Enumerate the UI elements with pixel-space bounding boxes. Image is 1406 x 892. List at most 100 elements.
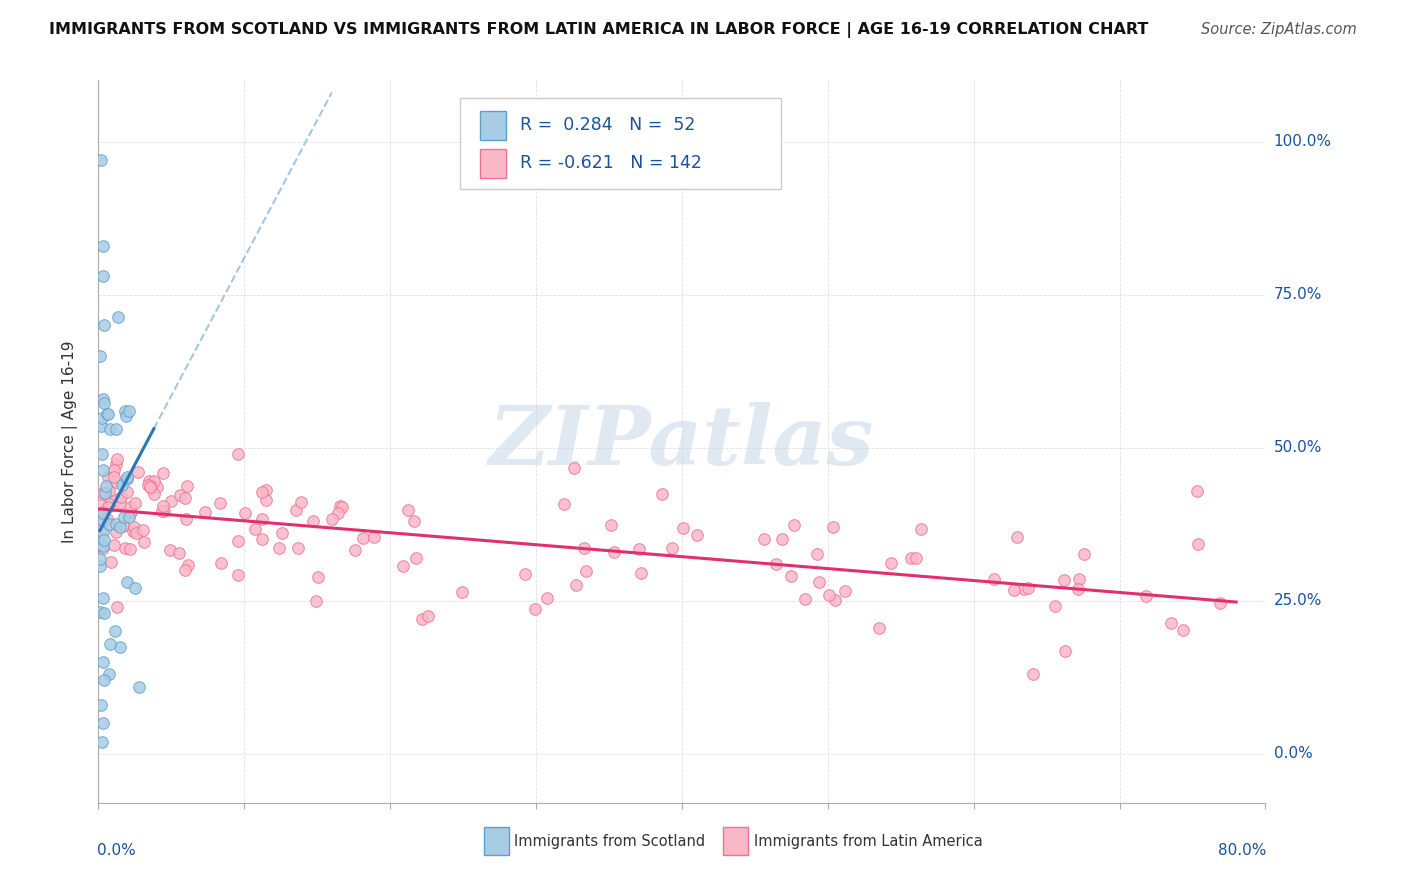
Point — [94, 485, 117, 500]
Point — [793, 591, 815, 606]
Point — [553, 497, 575, 511]
Point — [177, 558, 200, 572]
Point — [93, 533, 115, 548]
Point — [103, 470, 125, 484]
Point — [302, 514, 325, 528]
Point — [91, 269, 114, 284]
Point — [243, 522, 266, 536]
Point — [93, 392, 115, 407]
Point — [97, 497, 120, 511]
Point — [817, 588, 839, 602]
Point — [256, 483, 278, 497]
Point — [396, 503, 419, 517]
Point — [111, 477, 134, 491]
Point — [104, 516, 127, 531]
Point — [90, 734, 112, 748]
Point — [152, 466, 174, 480]
Point — [765, 558, 787, 572]
Point — [1135, 589, 1157, 603]
Point — [90, 523, 112, 537]
Text: Source: ZipAtlas.com: Source: ZipAtlas.com — [1201, 22, 1357, 37]
Point — [96, 407, 118, 421]
Point — [139, 481, 162, 495]
Point — [98, 667, 121, 681]
Point — [104, 492, 127, 507]
Point — [97, 407, 120, 421]
Point — [1185, 483, 1208, 498]
Point — [96, 479, 118, 493]
Point — [139, 479, 162, 493]
Point — [307, 570, 329, 584]
Point — [806, 547, 828, 561]
Point — [104, 475, 127, 489]
Point — [104, 624, 127, 638]
Point — [627, 541, 650, 556]
Point — [110, 490, 132, 504]
Point — [174, 491, 197, 505]
Bar — [479, 149, 506, 178]
Point — [821, 520, 844, 534]
Point — [96, 469, 118, 483]
Point — [89, 558, 111, 573]
Point — [159, 542, 181, 557]
Point — [98, 483, 121, 498]
Point — [91, 238, 114, 252]
Point — [104, 457, 127, 471]
Point — [105, 599, 128, 614]
Point — [900, 551, 922, 566]
Point — [91, 486, 114, 500]
Point — [1073, 547, 1095, 561]
Point — [404, 514, 426, 528]
Point — [110, 496, 132, 510]
Point — [285, 503, 308, 517]
Point — [103, 463, 125, 477]
Point — [117, 470, 139, 484]
Point — [89, 552, 111, 566]
Point — [905, 551, 928, 566]
Point — [93, 524, 115, 539]
Point — [142, 474, 165, 488]
Point — [108, 640, 131, 654]
Point — [783, 518, 806, 533]
Point — [575, 564, 598, 578]
Point — [124, 496, 146, 510]
Point — [115, 575, 138, 590]
Point — [344, 542, 367, 557]
Point — [363, 530, 385, 544]
Point — [562, 461, 585, 475]
Point — [290, 495, 312, 509]
Point — [880, 556, 903, 570]
Point — [118, 404, 141, 418]
Point — [134, 535, 156, 549]
Point — [1067, 582, 1090, 596]
Point — [411, 611, 433, 625]
Point — [107, 310, 129, 325]
Point — [93, 591, 115, 605]
Point — [1005, 530, 1028, 544]
Point — [90, 698, 112, 712]
Point — [91, 539, 114, 553]
Point — [90, 498, 112, 512]
Point — [143, 486, 166, 500]
Point — [254, 492, 277, 507]
Point — [98, 422, 121, 436]
Point — [1002, 583, 1025, 598]
Point — [91, 513, 114, 527]
Point — [226, 567, 249, 582]
Point — [93, 396, 115, 410]
Point — [1053, 573, 1076, 587]
Point — [834, 584, 856, 599]
Text: 25.0%: 25.0% — [1274, 593, 1322, 608]
Point — [1045, 599, 1067, 614]
Point — [97, 516, 120, 531]
Text: 80.0%: 80.0% — [1218, 843, 1267, 857]
Point — [1054, 644, 1077, 658]
Point — [90, 447, 112, 461]
Point — [824, 593, 846, 607]
Text: 0.0%: 0.0% — [97, 843, 136, 857]
Point — [104, 422, 127, 436]
Point — [780, 569, 803, 583]
Point — [391, 558, 413, 573]
Bar — [723, 828, 748, 855]
Bar — [484, 828, 509, 855]
